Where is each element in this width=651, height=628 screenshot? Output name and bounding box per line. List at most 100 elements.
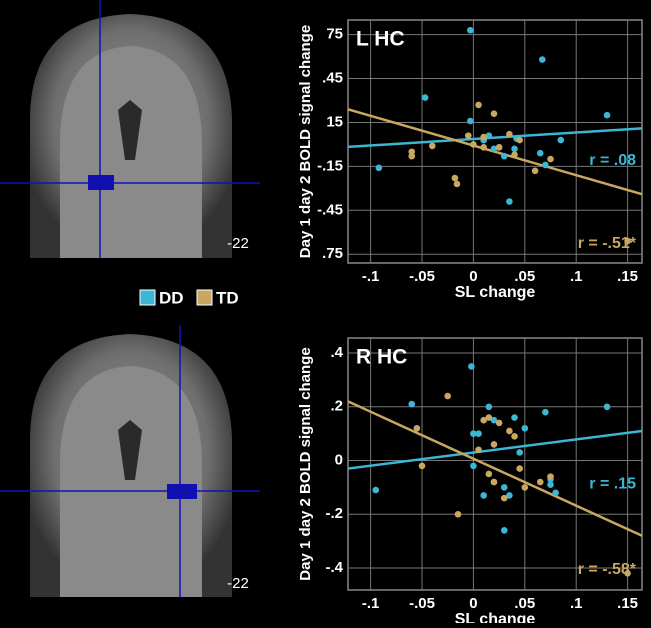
point — [468, 363, 475, 370]
plot-area — [347, 337, 643, 591]
point — [495, 144, 503, 151]
point — [413, 424, 421, 432]
point — [521, 484, 529, 491]
x-tick-label: 0 — [469, 595, 477, 612]
y-tick-label: 15 — [326, 113, 343, 130]
point — [453, 180, 461, 188]
point — [451, 174, 459, 182]
panel-title: L HC — [356, 28, 405, 51]
point — [542, 161, 549, 169]
x-tick-label: -.05 — [409, 268, 435, 285]
point — [603, 111, 611, 119]
point — [511, 414, 518, 421]
plot-area — [347, 19, 643, 264]
legend-label: DD — [159, 288, 184, 307]
r-label: r = .08 — [589, 152, 636, 169]
point — [516, 136, 523, 144]
point — [495, 419, 503, 427]
y-tick-label: 0 — [335, 451, 343, 468]
r-label: r = -.58* — [578, 561, 637, 578]
legend-swatch — [139, 289, 156, 306]
panel-title: R HC — [356, 346, 407, 369]
point — [475, 446, 482, 454]
point — [485, 470, 493, 478]
point — [467, 117, 474, 125]
point — [428, 142, 436, 150]
r-label: r = .15 — [589, 475, 636, 492]
point — [511, 151, 518, 158]
y-tick-label: -.4 — [325, 559, 343, 576]
x-tick-label: .1 — [570, 595, 583, 612]
x-tick-label: .05 — [514, 595, 535, 612]
point — [454, 510, 462, 518]
point — [500, 494, 508, 502]
point — [603, 403, 611, 411]
point — [475, 101, 482, 109]
point — [485, 403, 493, 411]
slice-label: -22 — [227, 575, 249, 592]
point — [444, 392, 452, 400]
point — [506, 130, 513, 138]
x-tick-label: -.05 — [409, 595, 435, 612]
point — [547, 155, 554, 163]
point — [536, 149, 544, 157]
point — [536, 478, 544, 486]
point — [475, 430, 482, 437]
point — [485, 414, 493, 421]
point — [521, 424, 529, 432]
x-tick-label: .05 — [514, 268, 535, 285]
point — [552, 489, 559, 497]
point — [511, 145, 518, 153]
legend-swatch — [196, 289, 213, 306]
point — [542, 408, 549, 416]
x-tick-label: .15 — [617, 268, 638, 285]
point — [490, 110, 498, 117]
y-tick-label: .2 — [330, 398, 343, 415]
x-tick-label: 0 — [469, 268, 477, 285]
point — [470, 462, 477, 470]
r-label: r = -.51* — [578, 235, 637, 252]
point — [490, 441, 498, 448]
point — [467, 26, 474, 34]
point — [511, 433, 518, 440]
point — [516, 465, 523, 472]
point — [485, 132, 493, 139]
point — [470, 141, 477, 148]
point — [490, 416, 498, 424]
point — [421, 94, 429, 101]
point — [500, 152, 508, 160]
brain-image: -22 — [0, 325, 260, 597]
y-axis-label: Day 1 day 2 BOLD signal change — [297, 25, 314, 258]
trend-line — [347, 429, 643, 470]
slice-label: -22 — [227, 235, 249, 252]
point — [408, 400, 416, 408]
point — [500, 527, 508, 534]
y-tick-label: -.2 — [325, 505, 343, 522]
x-tick-label: .1 — [570, 268, 583, 285]
y-axis-label: Day 1 day 2 BOLD signal change — [297, 347, 314, 580]
point — [464, 132, 472, 139]
brain-image: -22 — [0, 0, 260, 258]
point — [480, 144, 487, 151]
point — [408, 148, 416, 156]
point — [506, 492, 513, 499]
point — [480, 416, 487, 424]
trend-line — [347, 127, 643, 149]
trend-line — [347, 400, 643, 537]
point — [624, 237, 631, 245]
x-tick-label: -.1 — [362, 268, 380, 285]
point — [470, 430, 477, 437]
point — [506, 198, 513, 205]
point — [557, 136, 565, 144]
y-tick-label: .45 — [322, 70, 343, 87]
y-tick-label: .4 — [330, 344, 343, 361]
legend-label: TD — [216, 288, 239, 307]
point — [506, 427, 513, 435]
point — [480, 133, 487, 141]
x-tick-label: .15 — [617, 595, 638, 612]
y-tick-label: -.15 — [317, 157, 343, 174]
point — [624, 570, 631, 577]
point — [547, 481, 554, 488]
y-tick-label: -.45 — [317, 201, 343, 218]
